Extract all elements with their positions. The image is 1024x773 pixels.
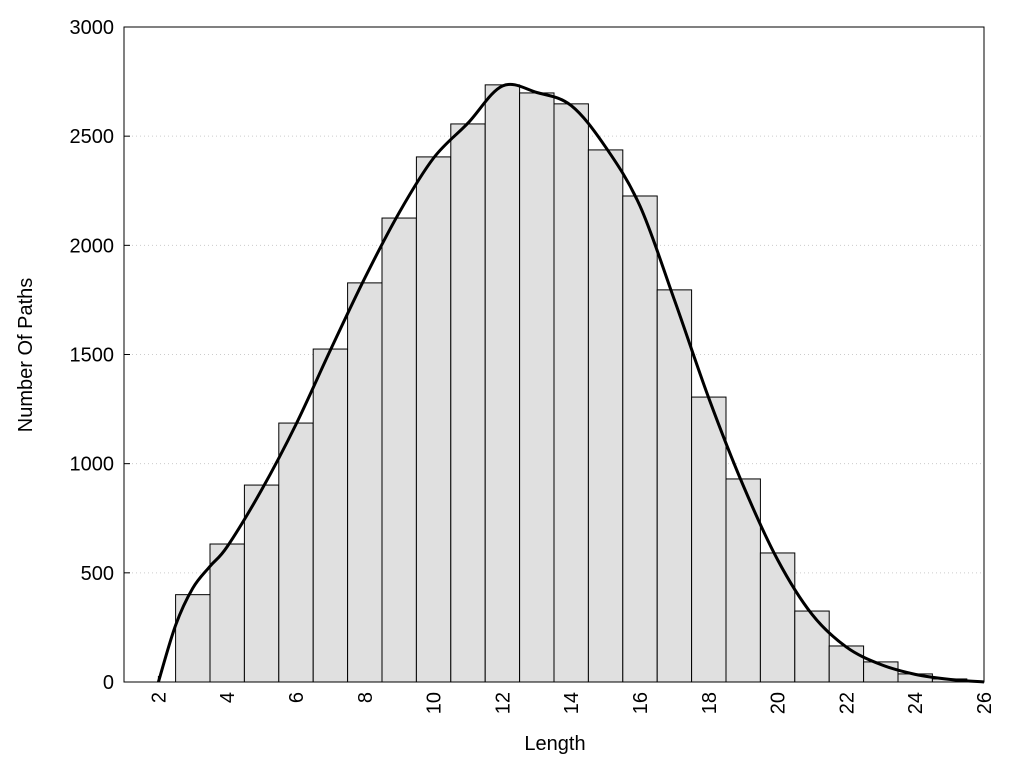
x-tick-label: 26 xyxy=(974,692,996,714)
y-tick-label: 3000 xyxy=(70,17,115,39)
x-tick-label: 4 xyxy=(217,692,239,703)
x-axis-label: Length xyxy=(524,733,585,755)
bar xyxy=(828,645,865,683)
y-tick-label: 1000 xyxy=(70,454,115,476)
bar xyxy=(759,552,796,683)
bar xyxy=(278,422,314,683)
bar xyxy=(175,594,211,683)
bar xyxy=(415,156,452,683)
bar xyxy=(347,282,383,683)
x-tick-label: 16 xyxy=(630,692,652,714)
density-curve xyxy=(156,82,985,684)
y-tick-label: 1500 xyxy=(70,345,115,367)
x-tick-label: 14 xyxy=(561,692,583,714)
y-tick-label: 2500 xyxy=(70,126,115,148)
x-tick-label: 10 xyxy=(424,692,446,714)
x-tick-label: 18 xyxy=(699,692,721,714)
x-tick-label: 8 xyxy=(355,692,377,703)
bar xyxy=(312,348,349,683)
y-axis-label: Number Of Paths xyxy=(15,278,37,433)
x-tick-label: 2 xyxy=(148,692,170,703)
bar xyxy=(243,484,280,683)
y-tick-label: 0 xyxy=(103,672,114,694)
x-tick-label: 12 xyxy=(492,692,514,714)
bar xyxy=(794,610,830,683)
bar xyxy=(691,396,727,683)
plot-frame xyxy=(123,26,985,683)
x-tick-label: 6 xyxy=(286,692,308,703)
bar xyxy=(209,543,245,683)
bar xyxy=(656,289,693,683)
bar xyxy=(381,217,417,683)
y-tick-label: 500 xyxy=(81,563,114,585)
bar xyxy=(622,195,658,683)
bar xyxy=(484,84,521,683)
x-tick-label: 20 xyxy=(768,692,790,714)
x-tick-label: 24 xyxy=(905,692,927,714)
bar xyxy=(587,149,624,683)
y-tick-label: 2000 xyxy=(70,235,115,257)
bar xyxy=(553,103,589,683)
bar xyxy=(519,92,555,683)
bar xyxy=(450,123,486,683)
bar xyxy=(725,478,761,683)
x-tick-label: 22 xyxy=(836,692,858,714)
